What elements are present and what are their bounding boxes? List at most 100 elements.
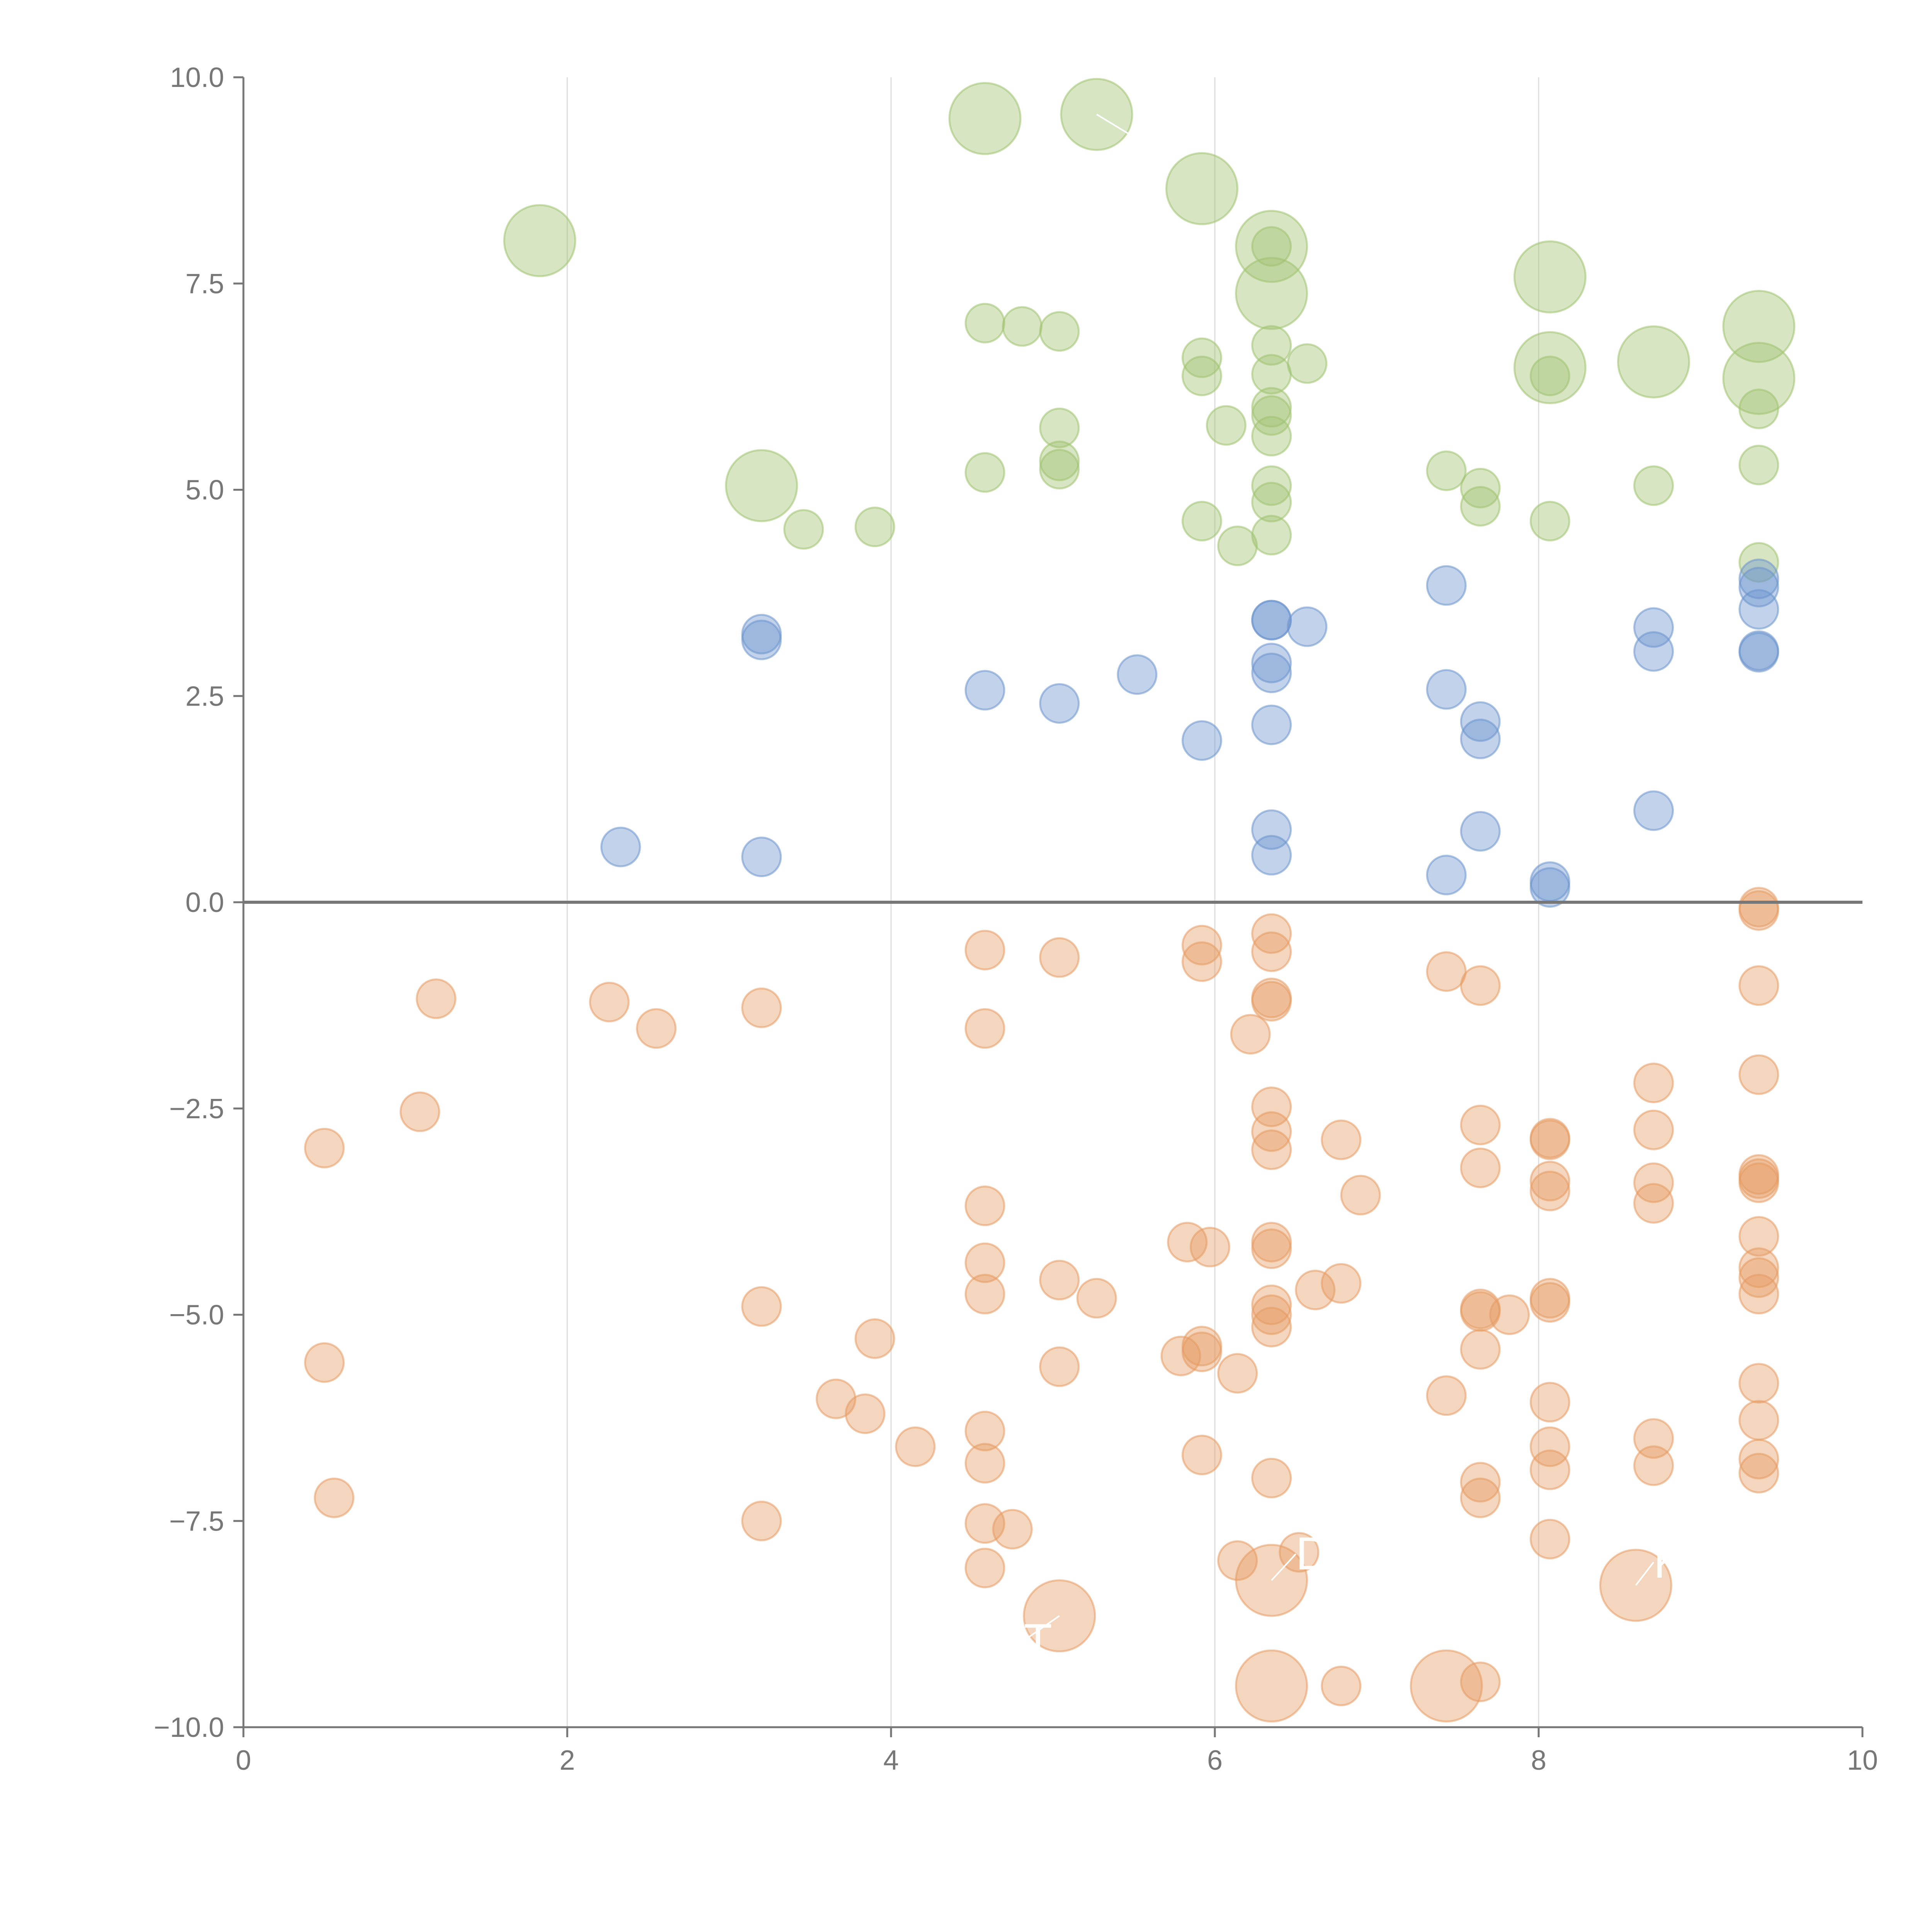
bubble-positive-high (725, 449, 798, 522)
bubble-positive-low (1738, 589, 1779, 630)
bubble-negative (1529, 1426, 1570, 1467)
bubble-positive-high (1206, 405, 1247, 446)
bubble-negative (1251, 981, 1292, 1022)
bubble-negative (1160, 1335, 1201, 1376)
bubble-positive-low (1039, 683, 1080, 724)
bubble-positive-low (600, 827, 641, 867)
x-tick-label: 0 (236, 1745, 251, 1776)
bubble-negative (964, 1008, 1005, 1049)
annotation-leader-line (1635, 1561, 1655, 1586)
bubble-negative (1460, 965, 1501, 1006)
bubble-negative (964, 1548, 1005, 1588)
bubble-negative (1529, 1119, 1570, 1160)
bubble-positive-high (1738, 444, 1779, 485)
bubble-negative (1633, 1445, 1674, 1486)
bubble-negative (636, 1008, 677, 1049)
bubble-negative (1251, 1129, 1292, 1170)
bubble-negative (964, 1242, 1005, 1283)
bubble-positive-low (964, 670, 1005, 711)
bubble-negative (1489, 1294, 1530, 1335)
bubble-negative (741, 1500, 782, 1541)
bubble-negative (1738, 1439, 1779, 1480)
y-tick-label: −10.0 (154, 1712, 224, 1743)
bubble-negative (1321, 1263, 1362, 1304)
bubble-negative (1410, 1649, 1483, 1723)
annotation-label: DO (1296, 1528, 1366, 1580)
bubble-positive-high (1165, 152, 1238, 225)
bubble-positive-low (1738, 566, 1779, 607)
bubble-negative (964, 1185, 1005, 1226)
bubble-positive-low (1426, 565, 1467, 606)
bubble-negative (1738, 1257, 1779, 1298)
bubble-positive-high (1251, 226, 1292, 267)
bubble-negative (1189, 1226, 1230, 1267)
bubble-negative (895, 1426, 936, 1467)
bubble-positive-high (964, 452, 1005, 493)
bubble-negative (1460, 1662, 1501, 1702)
bubble-positive-high (854, 507, 895, 548)
bubble-negative (1251, 1284, 1292, 1325)
bubble-negative (1251, 1228, 1292, 1269)
bubble-positive-high (1039, 440, 1080, 481)
x-tick-label: 6 (1207, 1745, 1223, 1776)
bubble-negative (1738, 965, 1779, 1006)
bubble-negative (1460, 1462, 1501, 1503)
bubble-negative (1738, 1363, 1779, 1404)
bubble-positive-high (1287, 343, 1328, 384)
bubble-positive-high (1722, 290, 1796, 363)
bubble-positive-low (1117, 654, 1158, 695)
bubble-positive-low (1738, 558, 1779, 599)
y-tick-label: 2.5 (185, 681, 224, 712)
bubble-negative (1738, 1216, 1779, 1257)
bubble-positive-high (1738, 388, 1779, 429)
bubble-positive-low (1529, 867, 1570, 908)
bubble-negative (1340, 1175, 1381, 1216)
bubble-positive-high (1251, 416, 1292, 457)
bubble-positive-low (1251, 643, 1292, 684)
annotation-leader-line (1023, 1615, 1060, 1641)
bubble-positive-low (1633, 790, 1674, 831)
bubble-negative (304, 1128, 345, 1168)
y-tick-label: 10.0 (170, 62, 224, 93)
bubble-positive-high (1251, 387, 1292, 428)
bubble-negative (1321, 1119, 1362, 1160)
bubble-negative (1235, 1649, 1308, 1723)
y-tick-label: 0.0 (185, 887, 224, 918)
bubble-positive-high (1738, 542, 1779, 583)
bubble-positive-low (1460, 701, 1501, 742)
y-tick-label: 7.5 (185, 269, 224, 299)
annotation-label: K (1653, 1536, 1684, 1588)
bubble-positive-high (1529, 501, 1570, 542)
bubble-negative (964, 1411, 1005, 1452)
bubble-positive-low (1251, 835, 1292, 876)
bubble-positive-low (1251, 600, 1292, 641)
bubble-negative (1529, 1170, 1570, 1211)
bubble-negative (1738, 1162, 1779, 1203)
y-tick-label: −7.5 (169, 1506, 224, 1537)
bubble-negative (1460, 1104, 1501, 1145)
bubble-negative (1460, 1329, 1501, 1370)
annotation-leader-line (1271, 1553, 1296, 1581)
bubble-negative (1633, 1183, 1674, 1224)
bubble-positive-high (1460, 468, 1501, 509)
x-tick-label: 2 (560, 1745, 575, 1776)
bubble-negative (1529, 1161, 1570, 1202)
bubble-positive-high (1513, 240, 1587, 314)
bubble-positive-high (1633, 465, 1674, 506)
bubble-positive-high (1039, 407, 1080, 448)
bubble-negative (304, 1342, 345, 1383)
bubble-negative (416, 978, 457, 1019)
bubble-negative (1039, 1260, 1080, 1301)
bubble-negative (314, 1477, 355, 1518)
bubble-negative (1251, 913, 1292, 954)
x-tick-label: 4 (883, 1745, 899, 1776)
bubble-negative (964, 1443, 1005, 1484)
bubble-positive-high (1235, 257, 1308, 330)
bubble-positive-high (1251, 515, 1292, 556)
bubble-negative (741, 1286, 782, 1327)
bubble-negative (845, 1393, 886, 1434)
bubble-positive-low (1251, 704, 1292, 745)
bubble-negative (1217, 1540, 1258, 1581)
bubble-negative (1251, 1111, 1292, 1152)
bubble-negative (1251, 1086, 1292, 1127)
